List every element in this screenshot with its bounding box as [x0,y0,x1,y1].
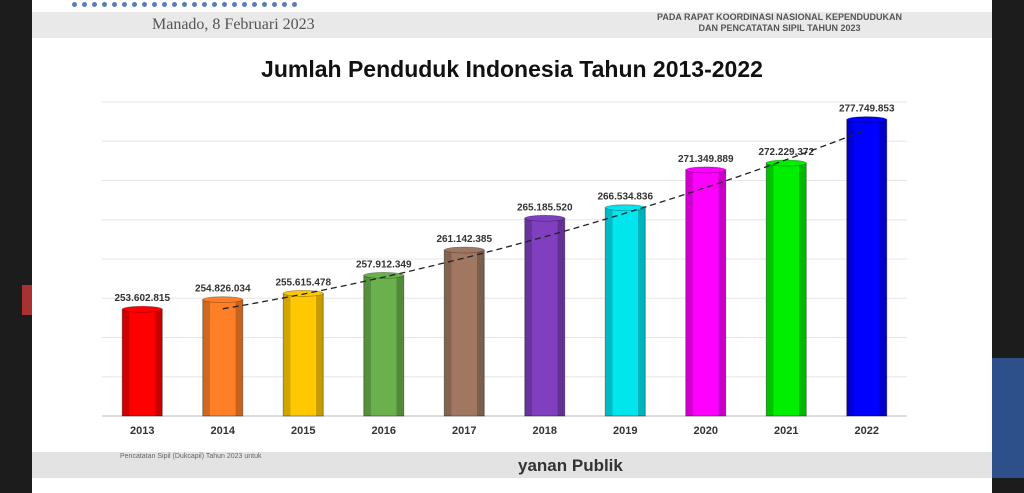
background-footer-text: yanan Publik [518,456,623,475]
value-label-2015: 255.615.478 [275,277,331,288]
bar-cap-2015 [282,290,324,297]
bar-shade-right-2013 [155,309,163,416]
bar-cap-2017 [443,246,485,254]
value-label-2019: 266.534.836 [597,192,653,203]
bar-2021 [765,162,807,417]
bottom-card [32,478,992,493]
bar-cap-2019 [604,204,646,212]
background-date-text: Manado, 8 Februari 2023 [152,16,315,33]
bar-2020 [685,169,727,417]
background-event-text: PADA RAPAT KOORDINASI NASIONAL KEPENDUDU… [657,12,902,34]
background-footer-small-text: Pencatatan Sipil (Dukcapil) Tahun 2023 u… [120,453,262,460]
bar-shade-2022 [846,119,854,417]
x-tick-2022: 2022 [855,425,879,437]
value-label-2017: 261.142.385 [436,234,492,245]
x-tick-2021: 2021 [774,425,798,437]
x-tick-2019: 2019 [613,425,637,437]
value-label-2022: 277.749.853 [839,104,895,115]
x-tick-2016: 2016 [372,425,396,437]
bar-shade-right-2017 [477,250,485,416]
x-tick-2014: 2014 [211,425,236,437]
chart-value-labels: 253.602.815 254.826.034 255.615.478 257.912… [114,104,895,305]
value-label-2016: 257.912.349 [356,259,412,270]
bar-shade-right-2018 [557,218,565,416]
bar-cap-2021 [765,159,807,167]
value-label-2020: 271.349.889 [678,154,734,165]
bar-shade-right-2020 [718,169,726,416]
background-slide-footer: Pencatatan Sipil (Dukcapil) Tahun 2023 u… [32,452,992,478]
bar-2022 [846,119,888,417]
bar-shade-2014 [202,299,210,416]
bar-shade-right-2015 [316,293,324,416]
bar-shade-2016 [363,275,371,416]
bar-cap-2018 [524,214,566,222]
x-tick-2015: 2015 [291,425,315,437]
value-label-2013: 253.602.815 [114,293,170,304]
bar-shade-right-2021 [799,162,807,416]
bar-2013 [121,308,163,417]
x-tick-2018: 2018 [533,425,557,437]
bar-shade-2021 [766,162,774,416]
bar-cap-2013 [121,305,163,313]
bar-shade-2017 [444,250,452,416]
value-label-2014: 254.826.034 [195,284,251,295]
chart-bars [121,116,888,417]
bar-shade-2013 [122,309,130,416]
bar-cap-2020 [685,166,727,174]
chart-x-ticks: 2013 2014 2015 2016 2017 2018 2019 2020 2021 2022 [130,425,879,437]
bar-cap-2016 [363,271,405,279]
x-tick-2020: 2020 [694,425,718,437]
x-tick-2017: 2017 [452,425,476,437]
background-slide-header: Manado, 8 Februari 2023 PADA RAPAT KOORD… [32,12,992,38]
decorative-dots [72,2,297,8]
value-label-2021: 272.229.372 [758,147,814,158]
trendline [222,129,867,310]
bar-shade-2015 [283,293,291,416]
bar-shade-2020 [685,169,693,416]
bar-shade-2019 [605,207,613,416]
value-label-2018: 265.185.520 [517,202,573,213]
top-strip [32,0,992,12]
background-event-line2: DAN PENCATATAN SIPIL TAHUN 2023 [698,23,861,33]
side-accent-left [22,285,32,315]
bar-2017 [443,249,485,417]
side-accent-right [992,358,1024,478]
bar-shade-2018 [524,218,532,416]
bar-2018 [524,217,566,417]
chart-title: Jumlah Penduduk Indonesia Tahun 2013-202… [261,56,763,82]
bar-shade-right-2014 [235,299,243,416]
bar-shade-right-2019 [638,207,646,416]
bar-chart: 253.602.815 254.826.034 255.615.478 257.912… [102,101,907,437]
bar-shade-right-2022 [879,119,887,417]
chart-card: Jumlah Penduduk Indonesia Tahun 2013-202… [32,38,992,452]
bar-shade-right-2016 [396,275,404,416]
bar-cap-2014 [202,296,244,304]
bar-cap-2022 [846,116,888,124]
x-tick-2013: 2013 [130,425,154,437]
background-event-line1: PADA RAPAT KOORDINASI NASIONAL KEPENDUDU… [656,12,902,22]
